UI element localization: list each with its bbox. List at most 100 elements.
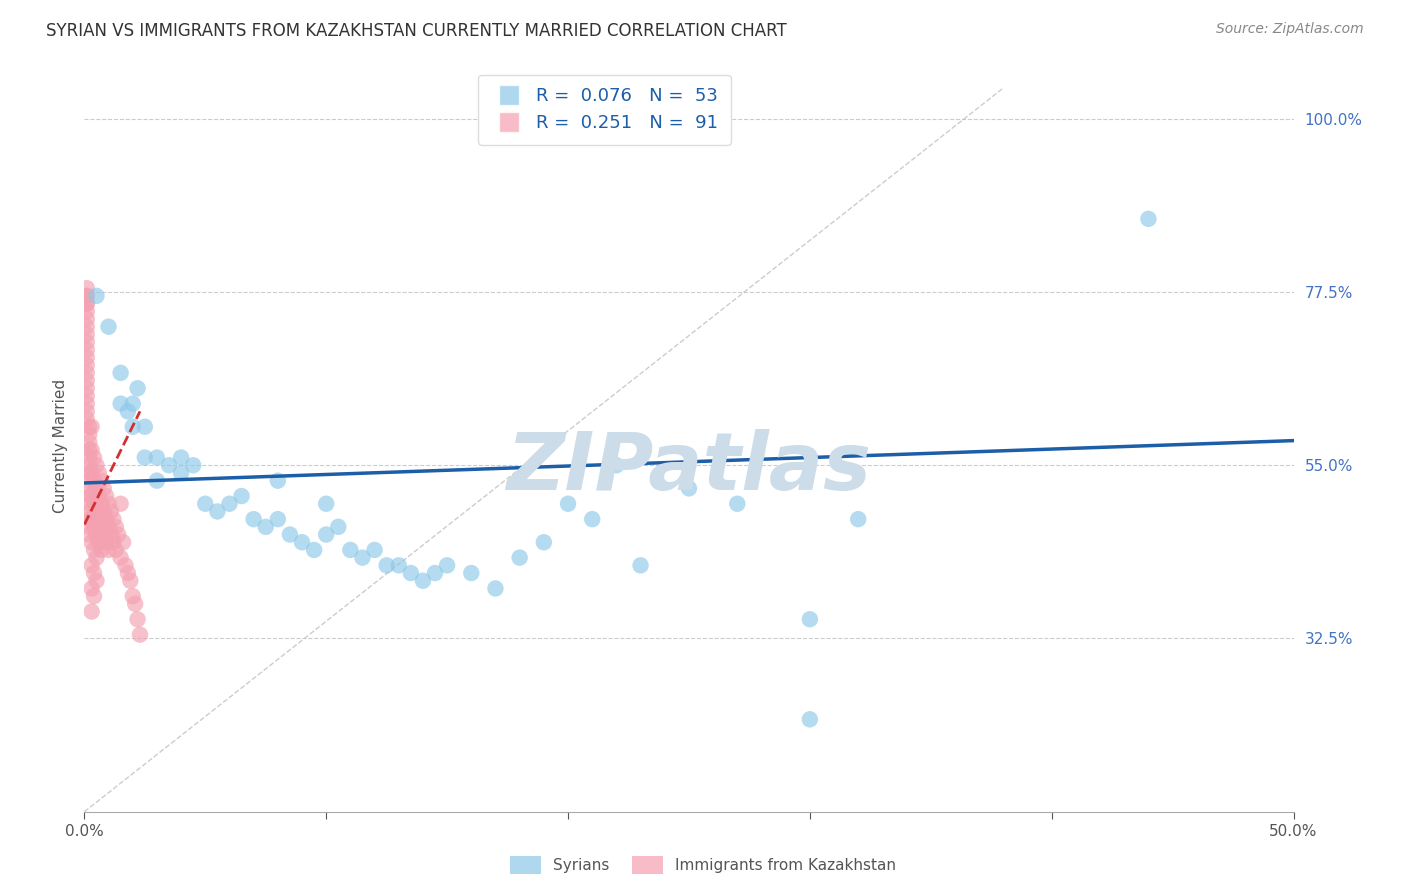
Point xyxy=(90,497,112,511)
Point xyxy=(83,474,105,488)
Point xyxy=(557,497,579,511)
Point xyxy=(76,374,98,388)
Point xyxy=(77,458,100,473)
Point xyxy=(484,582,506,596)
Point xyxy=(83,566,105,580)
Point xyxy=(93,527,115,541)
Point xyxy=(77,489,100,503)
Point xyxy=(267,512,290,526)
Point xyxy=(110,497,132,511)
Point xyxy=(90,520,112,534)
Point xyxy=(94,489,117,503)
Point xyxy=(170,466,193,480)
Point xyxy=(207,504,229,518)
Point xyxy=(76,312,98,326)
Point xyxy=(80,489,103,503)
Point xyxy=(77,435,100,450)
Point xyxy=(412,574,434,588)
Point xyxy=(231,489,253,503)
Point xyxy=(121,419,143,434)
Point xyxy=(339,543,361,558)
Point xyxy=(110,366,132,380)
Point xyxy=(87,466,110,480)
Point xyxy=(533,535,555,549)
Point xyxy=(76,296,98,310)
Point xyxy=(100,527,122,541)
Point xyxy=(509,550,531,565)
Point xyxy=(83,520,105,534)
Point xyxy=(127,381,149,395)
Text: Source: ZipAtlas.com: Source: ZipAtlas.com xyxy=(1216,22,1364,37)
Point xyxy=(100,504,122,518)
Point xyxy=(315,527,337,541)
Point xyxy=(86,504,108,518)
Point xyxy=(97,543,120,558)
Point xyxy=(93,504,115,518)
Point xyxy=(76,334,98,349)
Text: SYRIAN VS IMMIGRANTS FROM KAZAKHSTAN CURRENTLY MARRIED CORRELATION CHART: SYRIAN VS IMMIGRANTS FROM KAZAKHSTAN CUR… xyxy=(46,22,787,40)
Point xyxy=(97,497,120,511)
Point xyxy=(77,442,100,457)
Point xyxy=(83,497,105,511)
Point xyxy=(112,535,135,549)
Point xyxy=(134,450,156,465)
Point xyxy=(121,589,143,603)
Point xyxy=(110,550,132,565)
Point xyxy=(76,412,98,426)
Point xyxy=(94,535,117,549)
Point xyxy=(460,566,482,580)
Point xyxy=(76,366,98,380)
Point xyxy=(110,397,132,411)
Point xyxy=(315,497,337,511)
Point xyxy=(86,481,108,495)
Point xyxy=(194,497,217,511)
Point xyxy=(846,512,869,526)
Point xyxy=(76,289,98,303)
Legend: R =  0.076   N =  53, R =  0.251   N =  91: R = 0.076 N = 53, R = 0.251 N = 91 xyxy=(478,75,731,145)
Point xyxy=(581,512,603,526)
Point xyxy=(725,497,748,511)
Point xyxy=(83,589,105,603)
Point xyxy=(254,520,277,534)
Point xyxy=(375,558,398,573)
Point xyxy=(76,351,98,365)
Point xyxy=(80,558,103,573)
Point xyxy=(77,527,100,541)
Point xyxy=(77,419,100,434)
Point xyxy=(170,450,193,465)
Point xyxy=(80,442,103,457)
Point xyxy=(86,289,108,303)
Point xyxy=(146,474,169,488)
Point xyxy=(77,466,100,480)
Point xyxy=(93,481,115,495)
Point xyxy=(77,481,100,495)
Point xyxy=(77,497,100,511)
Text: ZIPatlas: ZIPatlas xyxy=(506,429,872,507)
Point xyxy=(76,343,98,357)
Point xyxy=(291,535,314,549)
Legend: Syrians, Immigrants from Kazakhstan: Syrians, Immigrants from Kazakhstan xyxy=(503,850,903,880)
Point xyxy=(76,381,98,395)
Point xyxy=(76,319,98,334)
Point xyxy=(86,574,108,588)
Point xyxy=(80,582,103,596)
Point xyxy=(146,450,169,465)
Point xyxy=(77,512,100,526)
Point xyxy=(87,489,110,503)
Point xyxy=(120,574,142,588)
Point xyxy=(76,404,98,418)
Point xyxy=(80,466,103,480)
Point xyxy=(83,450,105,465)
Point xyxy=(399,566,422,580)
Point xyxy=(76,397,98,411)
Point xyxy=(76,281,98,295)
Point xyxy=(267,474,290,488)
Point xyxy=(77,504,100,518)
Point xyxy=(76,296,98,310)
Point xyxy=(181,458,204,473)
Point xyxy=(363,543,385,558)
Point xyxy=(242,512,264,526)
Point xyxy=(97,319,120,334)
Point xyxy=(352,550,374,565)
Point xyxy=(87,512,110,526)
